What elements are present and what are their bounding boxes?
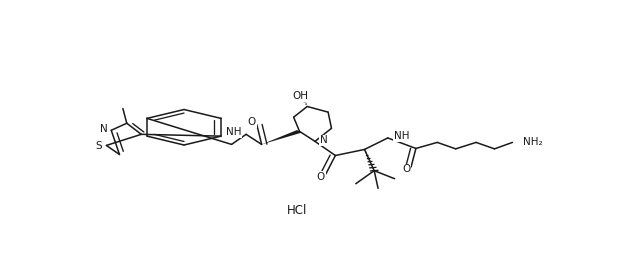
Text: NH: NH <box>394 131 409 141</box>
Text: O: O <box>402 165 410 174</box>
Text: S: S <box>95 141 102 151</box>
Text: HCl: HCl <box>286 204 307 217</box>
Text: N: N <box>100 124 108 134</box>
Text: NH: NH <box>226 127 241 137</box>
Text: OH: OH <box>292 91 309 101</box>
Text: NH₂: NH₂ <box>523 137 543 148</box>
Text: O: O <box>317 172 325 182</box>
Text: O: O <box>248 117 256 127</box>
Text: N: N <box>320 135 327 145</box>
Polygon shape <box>262 130 302 144</box>
